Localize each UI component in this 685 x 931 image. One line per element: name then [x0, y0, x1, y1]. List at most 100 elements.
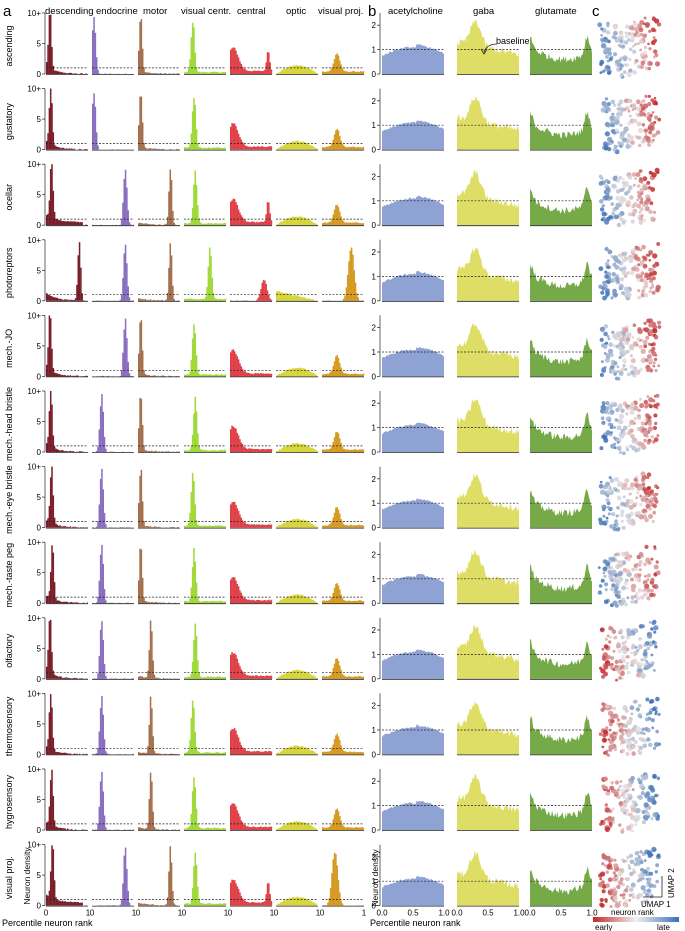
umap-point [625, 34, 629, 39]
umap-point [617, 648, 622, 654]
hist-bar [231, 200, 233, 226]
umap-point [614, 519, 618, 523]
umap-point [644, 404, 649, 409]
hist-bar [282, 293, 285, 301]
hist-bar [92, 30, 94, 74]
umap-point [641, 244, 646, 250]
umap-point [654, 61, 661, 67]
umap-point [615, 202, 620, 207]
hist-bar [231, 652, 233, 679]
panel-a-hist-0-1 [92, 17, 134, 75]
umap-8 [599, 619, 659, 682]
hist-bar [139, 298, 141, 301]
umap-point [648, 267, 653, 272]
hist-bar [328, 146, 331, 150]
hist-bar [185, 526, 187, 528]
umap-point [618, 199, 624, 205]
hist-bar [101, 468, 103, 528]
hist-bar [298, 746, 300, 755]
panel-a-hist-10-3 [184, 777, 227, 831]
hist-bar [93, 93, 95, 150]
umap-point [648, 634, 652, 639]
hist-bar [248, 372, 250, 377]
hist-bar [360, 71, 362, 74]
hist-bar [294, 216, 296, 226]
hist-bar [248, 751, 250, 755]
hist-bar [144, 600, 147, 604]
hist-bar [153, 148, 156, 150]
umap-point [628, 521, 633, 526]
hist-bar [194, 852, 197, 906]
umap-point [648, 272, 654, 277]
row-label-6: mech.-eye bristle [4, 465, 14, 534]
umap-point [620, 509, 625, 514]
hist-bar [164, 451, 166, 452]
umap-point [621, 525, 626, 530]
hist-bar [302, 595, 304, 604]
hist-bar [184, 298, 186, 301]
umap-point [650, 187, 656, 192]
hist-bar [232, 729, 235, 755]
umap-point [624, 98, 630, 104]
hist-bar [127, 361, 129, 377]
umap-point [601, 69, 606, 74]
umap-point [625, 200, 632, 206]
hist-bar [68, 375, 70, 377]
hist-bar [349, 676, 352, 679]
hist-bar [254, 449, 257, 452]
umap-point [628, 898, 632, 902]
hist-bar [52, 670, 55, 679]
panel-b-ylabel: Neuron density [370, 849, 380, 907]
hist-bar [197, 886, 199, 906]
umap-point [599, 207, 605, 212]
hist-bar [279, 902, 282, 906]
hist-bar [265, 373, 267, 377]
umap-point [620, 188, 624, 193]
hist-bar [281, 674, 283, 679]
hist-bar [243, 824, 245, 830]
hist-bar [307, 298, 310, 301]
hist-bar [241, 443, 244, 452]
hist-bar [264, 524, 266, 528]
panel-a-hist-6-5 [276, 518, 319, 529]
hist-bar [300, 897, 303, 906]
hist-bar [343, 524, 345, 528]
hist-bar [341, 748, 344, 755]
hist-bar [337, 660, 340, 679]
hist-bar [74, 221, 77, 226]
hist-bar [356, 71, 358, 74]
umap-point [641, 589, 645, 593]
umap-point [618, 346, 623, 351]
hist-bar [222, 72, 224, 74]
hist-bar [254, 222, 257, 226]
umap-point [619, 600, 625, 607]
hist-bar [336, 658, 338, 679]
umap-point [616, 594, 621, 599]
umap-point [622, 705, 628, 711]
hist-bar [59, 374, 61, 377]
panel-a-hist-9-3 [184, 700, 227, 756]
hist-bar [77, 255, 80, 301]
hist-bar [283, 144, 286, 150]
umap-point [635, 496, 639, 500]
hist-bar [198, 299, 200, 301]
hist-bar [232, 426, 235, 452]
hist-bar [139, 96, 141, 150]
hist-bar [297, 594, 299, 604]
umap-point [638, 169, 643, 173]
hist-bar [293, 216, 295, 226]
hist-bar [78, 222, 81, 226]
panel-a-hist-0-4 [230, 47, 273, 75]
umap-point [640, 140, 644, 144]
hist-bar [73, 677, 76, 679]
panel-a-xtick-label: 1 [270, 909, 275, 918]
hist-bar [145, 752, 148, 755]
umap-point [599, 897, 604, 903]
panel-a-hist-0-5 [276, 64, 319, 75]
hist-bar [266, 883, 269, 906]
umap-point [627, 38, 631, 42]
hist-bar [140, 398, 143, 452]
hist-bar [72, 221, 74, 226]
hist-bar [198, 373, 200, 377]
